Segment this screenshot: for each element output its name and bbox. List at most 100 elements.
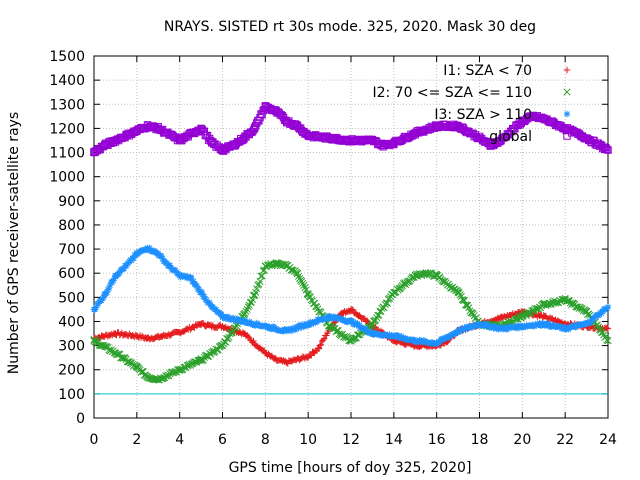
marker-stroke [317,308,325,317]
marker-stroke [104,343,112,352]
marker-stroke [223,335,231,343]
y-tick-label: 400 [58,314,85,330]
x-axis-label: GPS time [hours of doy 325, 2020] [229,460,472,476]
data-point [315,345,323,352]
x-tick-label: 0 [90,432,99,448]
data-point [223,335,231,343]
marker-stroke [139,368,147,376]
marker-stroke [96,341,104,350]
data-point [241,309,249,317]
data-point [231,324,239,332]
marker-stroke [147,374,155,382]
x-tick-label: 18 [471,432,489,448]
marker-stroke [124,358,132,366]
y-tick-label: 300 [58,339,85,355]
y-tick-label: 0 [76,411,85,427]
data-point [294,272,303,280]
data-point [316,342,324,349]
x-tick-label: 4 [175,432,184,448]
data-point [187,360,195,368]
marker-stroke [123,358,131,366]
marker-stroke [162,372,170,380]
marker-stroke [175,366,183,374]
data-point [250,337,257,345]
data-point [183,361,191,370]
data-point [300,281,308,289]
y-tick-label: 200 [58,363,85,379]
series-1 [90,259,612,384]
x-tick-label: 16 [428,432,446,448]
data-point [317,341,325,348]
marker-stroke [199,356,207,364]
x-tick-label: 12 [342,432,360,448]
marker-stroke [231,324,239,332]
data-point [199,356,207,364]
x-tick-label: 24 [599,432,617,448]
marker-stroke [256,277,264,286]
marker-stroke [300,281,308,289]
marker-stroke [183,361,191,370]
data-point [228,329,236,337]
data-point [248,296,257,304]
data-point [242,307,250,316]
y-tick-label: 1300 [49,97,85,113]
x-tick-label: 10 [299,432,317,448]
data-point [313,303,321,311]
plot-frame [93,55,609,419]
x-tick-label: 6 [218,432,227,448]
data-point [257,272,265,280]
y-tick-label: 1200 [49,121,85,137]
marker-stroke [294,272,303,280]
marker-stroke [311,299,319,307]
y-tick-label: 600 [58,266,85,282]
marker-stroke [187,360,195,368]
marker-stroke [241,309,249,317]
y-tick-label: 1000 [49,170,85,186]
data-point [175,366,183,374]
marker-stroke [250,292,258,300]
y-tick-label: 100 [58,387,85,403]
x-tick-label: 20 [513,432,531,448]
marker-stroke [306,293,314,301]
marker-stroke [136,366,144,374]
marker-stroke [99,342,107,350]
marker-stroke [258,272,266,280]
data-point [603,324,611,332]
marker-stroke [116,350,124,358]
data-point [573,303,581,311]
x-tick-label: 8 [261,432,270,448]
data-point [321,335,328,342]
y-tick-label: 1500 [49,49,85,65]
data-point [140,371,148,379]
marker-stroke [140,371,148,379]
marker-stroke [293,270,302,278]
marker-stroke [299,279,307,288]
marker-stroke [298,277,306,286]
data-point [299,279,307,288]
data-point [162,372,170,380]
x-tick-label: 22 [556,432,574,448]
marker-stroke [301,284,309,292]
y-axis-label: Number of GPS receiver-satellite rays [6,112,22,374]
marker-stroke [101,343,109,351]
data-point [247,298,255,306]
marker-stroke [272,259,280,267]
marker-stroke [313,303,321,311]
data-point [250,292,258,300]
marker-stroke [283,261,291,270]
axes: 0100200300400500600700800900100011001200… [49,49,617,448]
data-point [301,284,309,292]
marker-stroke [165,372,173,380]
y-tick-label: 1400 [49,73,85,89]
y-tick-label: 500 [58,290,85,306]
y-tick-label: 800 [58,218,85,234]
marker-stroke [257,272,265,280]
data-point [96,341,104,350]
x-tick-label: 2 [132,432,141,448]
data-point [298,277,306,286]
data-point [319,336,327,344]
y-tick-label: 700 [58,242,85,258]
marker-stroke [242,307,250,316]
marker-stroke [304,290,312,298]
